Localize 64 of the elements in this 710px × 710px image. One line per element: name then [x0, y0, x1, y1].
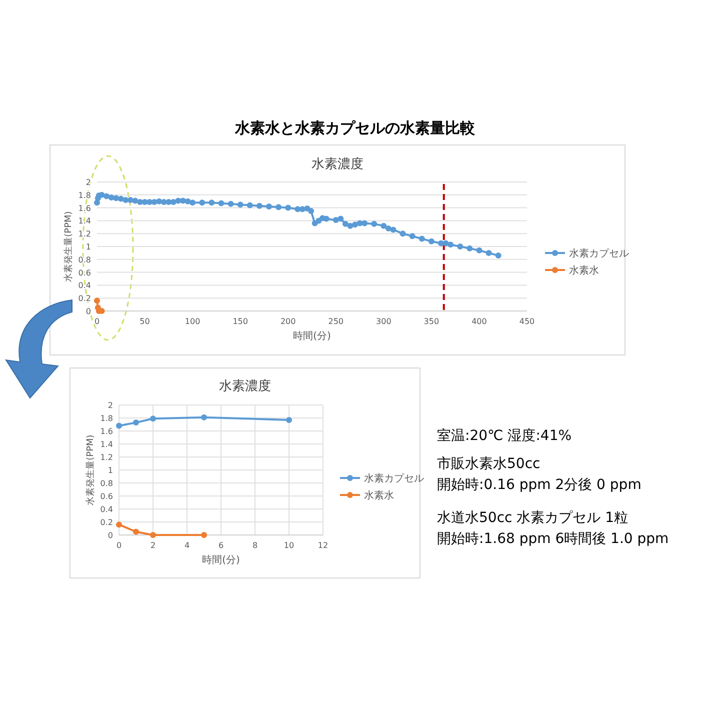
- point: [286, 416, 292, 423]
- text: 水道水50cc 水素カプセル 1粒: [437, 510, 628, 526]
- y-tick-label: 1.6: [100, 427, 113, 436]
- chart-title: 水素濃度: [219, 378, 271, 394]
- y-tick-label: 0.6: [100, 492, 113, 501]
- x-tick-label: 8: [252, 541, 258, 550]
- legend-label: 水素水: [364, 490, 394, 502]
- x-tick-label: 4: [184, 541, 190, 550]
- point: [133, 528, 139, 535]
- x-axis-title: 時間(分): [202, 554, 240, 566]
- y-tick-label: 0.8: [78, 255, 91, 264]
- point: [116, 422, 122, 429]
- point: [201, 532, 207, 538]
- text: 開始時:0.16 ppm 2分後 0 ppm: [437, 477, 642, 493]
- y-tick-label: 1.8: [100, 414, 113, 423]
- x-tick-label: 2: [150, 541, 156, 550]
- legend-label: 水素カプセル: [569, 248, 629, 260]
- y-tick-label: 0.4: [78, 281, 91, 290]
- x-tick-label: 6: [218, 541, 224, 550]
- legend-label: 水素カプセル: [364, 472, 424, 484]
- x-tick-label: 150: [232, 317, 248, 326]
- point: [133, 420, 139, 426]
- x-tick-label: 200: [280, 317, 296, 326]
- point: [150, 532, 156, 538]
- y-axis-title: 水素発生量(PPM): [63, 211, 74, 282]
- y-axis-title: 水素発生量(PPM): [85, 434, 96, 506]
- chart-title: 水素濃度: [312, 156, 364, 172]
- point: [94, 298, 100, 304]
- x-tick-label: 300: [376, 317, 392, 326]
- y-tick-label: 1.8: [78, 190, 91, 200]
- y-tick-label: 1.4: [100, 440, 113, 449]
- y-tick-label: 0: [108, 531, 113, 540]
- x-tick-label: 50: [140, 317, 150, 326]
- x-axis-title: 時間(分): [293, 330, 331, 342]
- point: [201, 414, 207, 420]
- x-tick-label: 250: [328, 317, 344, 326]
- x-tick-label: 400: [472, 317, 487, 326]
- y-tick-label: 2: [86, 178, 91, 187]
- text: 室温:20℃ 湿度:41%: [437, 428, 572, 444]
- text: 開始時:1.68 ppm 6時間後 1.0 ppm: [437, 531, 669, 547]
- y-tick-label: 0.2: [100, 518, 113, 527]
- y-tick-label: 1.6: [78, 204, 91, 213]
- text: 市販水素水50cc: [437, 456, 540, 472]
- x-tick-label: 450: [519, 317, 535, 326]
- legend-label: 水素水: [569, 264, 599, 276]
- point: [150, 416, 156, 422]
- x-tick-label: 100: [184, 317, 200, 326]
- y-tick-label: 1.2: [78, 230, 91, 239]
- y-tick-label: 0.4: [100, 505, 113, 514]
- y-tick-label: 1: [108, 466, 113, 475]
- y-tick-label: 1.2: [100, 453, 113, 462]
- point: [116, 522, 122, 528]
- x-tick-label: 0: [94, 317, 100, 326]
- y-tick-label: 2: [108, 401, 113, 410]
- y-tick-label: 0.8: [100, 479, 113, 488]
- y-tick-label: 1: [86, 242, 91, 252]
- y-tick-label: 1.4: [78, 216, 91, 226]
- x-tick-label: 10: [284, 541, 294, 550]
- x-tick-label: 12: [318, 541, 328, 550]
- y-tick-label: 0: [86, 307, 91, 316]
- text: 水素水と水素カプセルの水素量比較: [234, 119, 476, 137]
- y-tick-label: 0.2: [78, 294, 91, 304]
- x-tick-label: 350: [424, 317, 440, 326]
- x-tick-label: 0: [116, 541, 122, 550]
